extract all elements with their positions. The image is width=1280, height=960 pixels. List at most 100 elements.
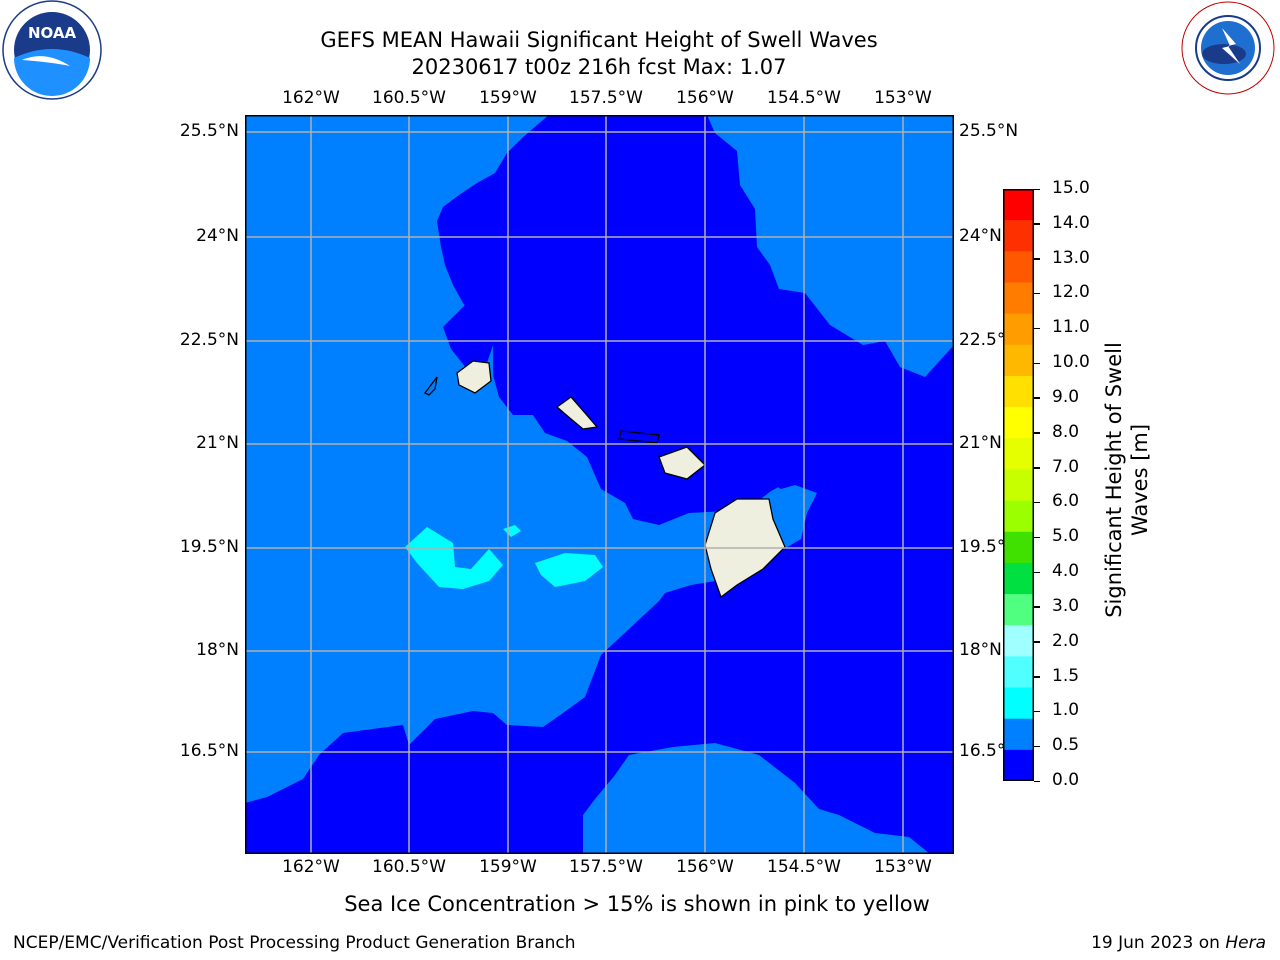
colorbar-cell xyxy=(1003,282,1034,315)
lon-tick-label-bottom: 162°W xyxy=(282,857,340,877)
colorbar-cell xyxy=(1003,313,1034,346)
colorbar-cell xyxy=(1003,469,1034,502)
footer-date: 19 Jun 2023 on Hera xyxy=(1091,933,1266,953)
colorbar-cell xyxy=(1003,407,1034,439)
colorbar-label-line2: Waves [m] xyxy=(1128,424,1152,536)
lon-tick-label-top: 162°W xyxy=(282,88,340,108)
swell-band-10-15-west xyxy=(405,527,503,589)
colorbar-cell xyxy=(1003,375,1034,408)
footer-credit: NCEP/EMC/Verification Post Processing Pr… xyxy=(13,933,576,953)
colorbar-cell xyxy=(1003,718,1034,751)
colorbar-tick-label: 4.0 xyxy=(1052,561,1080,582)
lon-tick-label-top: 154.5°W xyxy=(767,88,841,108)
colorbar-tick-mark xyxy=(1034,258,1040,260)
lon-tick-label-bottom: 153°W xyxy=(874,857,932,877)
lon-tick-label-bottom: 159°W xyxy=(479,857,537,877)
colorbar-tick-mark xyxy=(1034,432,1040,434)
colorbar-cell xyxy=(1003,531,1034,564)
colorbar-tick-label: 5.0 xyxy=(1052,526,1080,547)
swell-band-00-05-northwest-patch xyxy=(443,301,493,369)
colorbar-tick-label: 0.0 xyxy=(1052,770,1080,790)
colorbar-cell xyxy=(1003,687,1034,720)
map-panel xyxy=(245,115,954,854)
plot-subtitle: 20230617 t00z 216h fcst Max: 1.07 xyxy=(411,55,787,79)
lat-tick-label-left: 18°N xyxy=(196,640,239,660)
colorbar-tick-label: 14.0 xyxy=(1052,212,1090,233)
lon-tick-label-top: 160.5°W xyxy=(372,88,446,108)
colorbar-tick-label: 9.0 xyxy=(1052,386,1080,407)
colorbar-tick-label: 6.0 xyxy=(1052,491,1080,512)
colorbar-tick-mark xyxy=(1034,223,1040,225)
map-frame xyxy=(245,115,954,854)
swell-band-00-05-east-patch xyxy=(843,369,863,401)
colorbar-tick-mark xyxy=(1034,327,1040,330)
colorbar-tick-mark xyxy=(1034,606,1040,608)
colorbar-tick-mark xyxy=(1034,362,1040,365)
sea-ice-note: Sea Ice Concentration > 15% is shown in … xyxy=(344,892,930,916)
colorbar xyxy=(1003,189,1034,781)
kauai-island xyxy=(456,360,492,394)
lon-tick-label-top: 157.5°W xyxy=(569,88,643,108)
lat-tick-label-left: 22.5°N xyxy=(179,330,239,350)
colorbar-cell xyxy=(1003,438,1034,470)
lon-tick-label-bottom: 154.5°W xyxy=(767,857,841,877)
colorbar-tick-label: 3.0 xyxy=(1052,595,1080,616)
colorbar-tick-label: 12.0 xyxy=(1052,282,1090,303)
footer-host: Hera xyxy=(1225,933,1266,953)
colorbar-cell xyxy=(1003,251,1034,283)
colorbar-label-line1: Significant Height of Swell xyxy=(1102,342,1126,618)
lat-tick-label-left: 21°N xyxy=(196,433,239,453)
colorbar-tick-mark xyxy=(1034,745,1040,748)
colorbar-tick-mark xyxy=(1034,292,1040,295)
colorbar-cell xyxy=(1003,189,1034,221)
colorbar-tick-mark xyxy=(1034,501,1040,504)
colorbar-cell xyxy=(1003,562,1034,595)
colorbar-tick-label: 0.5 xyxy=(1052,735,1080,756)
swell-band-00-05-main xyxy=(245,115,954,854)
colorbar-tick-label: 1.0 xyxy=(1052,700,1080,721)
footer-date-text: 19 Jun 2023 on xyxy=(1091,933,1226,953)
lat-tick-label-left: 24°N xyxy=(196,226,239,246)
oahu-island xyxy=(555,396,599,430)
lat-tick-label-right: 25.5°N xyxy=(959,121,1019,141)
lon-tick-label-bottom: 157.5°W xyxy=(569,857,643,877)
colorbar-cell xyxy=(1003,625,1034,657)
nws-logo xyxy=(1181,1,1275,95)
colorbar-tick-label: 10.0 xyxy=(1052,352,1090,373)
colorbar-cell xyxy=(1003,220,1034,252)
colorbar-tick-mark xyxy=(1034,467,1040,469)
plot-title: GEFS MEAN Hawaii Significant Height of S… xyxy=(320,28,878,52)
colorbar-tick-label: 1.5 xyxy=(1052,665,1080,686)
lon-tick-label-bottom: 156°W xyxy=(676,857,734,877)
colorbar-cell xyxy=(1003,500,1034,533)
lon-tick-label-top: 156°W xyxy=(676,88,734,108)
colorbar-tick-label: 2.0 xyxy=(1052,630,1080,651)
molokai-island xyxy=(618,430,660,444)
swell-band-00-05-southwest-patch xyxy=(300,803,327,813)
colorbar-tick-label: 11.0 xyxy=(1052,317,1090,338)
maui-island xyxy=(658,446,706,480)
colorbar-tick-label: 7.0 xyxy=(1052,456,1080,477)
noaa-logo: NOAA xyxy=(2,0,102,100)
colorbar-tick-mark xyxy=(1034,676,1040,678)
colorbar-tick-mark xyxy=(1034,397,1040,399)
colorbar-tick-label: 8.0 xyxy=(1052,421,1080,442)
map-grid xyxy=(245,115,954,854)
lon-tick-label-bottom: 160.5°W xyxy=(372,857,446,877)
lat-tick-label-right: 21°N xyxy=(959,433,1002,453)
lat-tick-label-right: 18°N xyxy=(959,640,1002,660)
colorbar-label: Significant Height of Swell Waves [m] xyxy=(1102,342,1152,618)
niihau-island xyxy=(424,376,438,396)
colorbar-tick-label: 13.0 xyxy=(1052,247,1090,268)
colorbar-cell xyxy=(1003,749,1034,781)
lon-tick-label-top: 153°W xyxy=(874,88,932,108)
colorbar-tick-mark xyxy=(1034,188,1040,190)
colorbar-tick-mark xyxy=(1034,780,1040,782)
colorbar-tick-label: 15.0 xyxy=(1052,178,1090,198)
colorbar-tick-mark xyxy=(1034,571,1040,574)
colorbar-cell xyxy=(1003,594,1034,626)
lat-tick-label-left: 25.5°N xyxy=(179,121,239,141)
colorbar-cell xyxy=(1003,656,1034,689)
swell-band-10-15-central xyxy=(535,553,603,587)
noaa-logo-text: NOAA xyxy=(28,24,77,42)
